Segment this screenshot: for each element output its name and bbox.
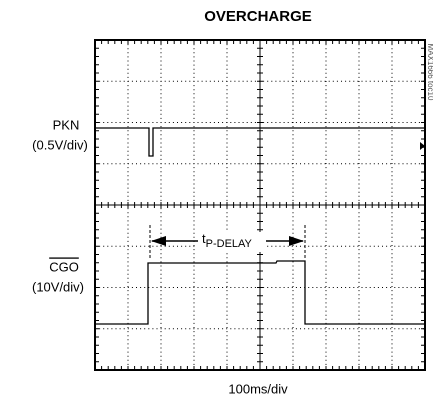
label-background [196, 232, 266, 252]
figure-id: MAX1666 toc10 [426, 44, 433, 101]
channel-name: CGO [49, 259, 79, 274]
channel-scale: (10V/div) [32, 279, 84, 294]
screen-border [94, 39, 426, 371]
cgo-trace [96, 260, 424, 325]
delay-subscript: P-DELAY [206, 238, 253, 250]
figure-title: OVERCHARGE [204, 8, 312, 25]
pkn-trace [96, 127, 424, 157]
delay-label: tP-DELAY [202, 231, 253, 249]
graticule [95, 40, 425, 370]
channel-scale: (0.5V/div) [32, 137, 88, 152]
time-scale: 100ms/div [228, 381, 288, 396]
arrowhead [151, 236, 166, 246]
ground-marker [420, 142, 425, 150]
delay-symbol: t [202, 231, 206, 246]
channel-name: PKN [53, 117, 80, 132]
arrowhead [289, 236, 304, 246]
